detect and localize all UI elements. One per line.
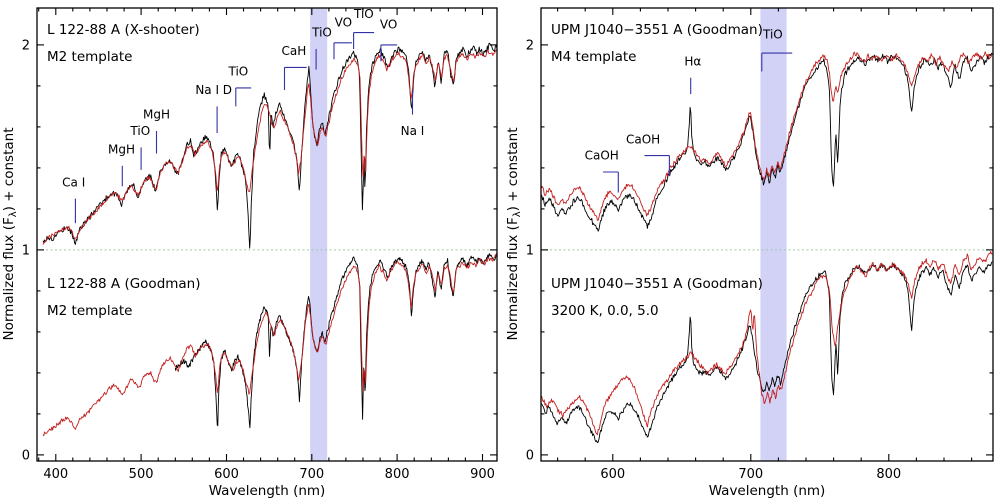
spectral-line-label: Na I [401, 124, 425, 138]
annotation-connector [235, 87, 252, 107]
left-lower-title: L 122-88 A (Goodman) [47, 276, 201, 292]
tio-band-highlight [310, 8, 328, 461]
left-upper-subtitle: M2 template [47, 49, 132, 65]
x-tick-label: 600 [600, 467, 625, 482]
annotation-connector [333, 42, 352, 60]
spectral-line-label: TiO [311, 26, 332, 40]
spectrum-BT-Settl-3200K [541, 251, 993, 436]
spectrum-UPM-J1040-top [541, 52, 993, 232]
x-tick-label: 400 [43, 467, 68, 482]
spectra-layer [541, 51, 993, 444]
panel-left: 400 500 600 700 800 900 0 1 2 Ca I MgH TiO MgH Na I D… [22, 7, 498, 482]
x-axis-label-right: Wavelength (nm) [709, 483, 826, 499]
y-tick-label: 2 [22, 38, 30, 53]
right-upper-title: UPM J1040−3551 A (Goodman) [551, 22, 763, 38]
annotation-connector [761, 52, 793, 72]
spectrum-L122-88A-Xshooter [42, 42, 497, 249]
spectral-line-label: MgH [143, 108, 170, 122]
spectral-line-label: VO [380, 18, 397, 32]
x-tick-label: 900 [470, 467, 495, 482]
spectral-line-label: CaOH [626, 132, 660, 146]
left-upper-title: L 122-88 A (X-shooter) [47, 22, 200, 38]
spectral-line-label: TiO [762, 28, 783, 42]
right-upper-subtitle: M4 template [551, 49, 636, 65]
annotation-connector [644, 155, 670, 177]
plot-frame [540, 7, 994, 462]
spectrum-M2-template-bottom [42, 251, 497, 437]
y-tick-label: 0 [22, 448, 30, 463]
spectrum-UPM-J1040-bottom [541, 261, 993, 444]
annotation-connector [283, 66, 307, 90]
y-axis-label-left: Normalized flux (Fλ) + constant [1, 127, 19, 340]
spectrum-M4-template [541, 51, 993, 221]
plot-frame [36, 7, 498, 462]
x-tick-label: 800 [385, 467, 410, 482]
spectrum-L122-88A-Goodman [174, 253, 497, 429]
x-tick-label: 700 [738, 467, 763, 482]
annotation-connector [353, 32, 375, 49]
y-tick-label: 1 [22, 243, 30, 258]
spectral-line-label: CaH [282, 44, 307, 58]
right-lower-subtitle: 3200 K, 0.0, 5.0 [551, 303, 659, 319]
x-tick-label: 600 [214, 467, 239, 482]
annotation-connector [603, 171, 619, 193]
right-lower-title: UPM J1040−3551 A (Goodman) [551, 276, 763, 292]
spectral-line-label: TiO [228, 65, 249, 79]
axis-ticks [37, 8, 497, 461]
y-tick-label: 1 [526, 243, 534, 258]
x-tick-label: 700 [299, 467, 324, 482]
spectral-line-label: Hα [684, 54, 701, 68]
spectral-line-label: Ca I [62, 175, 85, 189]
left-lower-subtitle: M2 template [47, 303, 132, 319]
spectral-line-label: TiO [353, 7, 374, 21]
spectral-line-label: CaOH [585, 149, 619, 163]
y-tick-label: 0 [526, 448, 534, 463]
spectra-layer [42, 42, 497, 437]
spectral-line-label: MgH [108, 143, 135, 157]
spectral-line-label: TiO [129, 124, 150, 138]
x-tick-label: 800 [876, 467, 901, 482]
spectrum-M2-template-top [42, 49, 497, 245]
panel-right: 600 700 800 0 1 2 CaOH CaOH Hα TiO [526, 7, 994, 482]
x-axis-label-left: Wavelength (nm) [209, 483, 326, 499]
spectral-line-label: Na I D [195, 83, 232, 97]
x-tick-label: 500 [129, 467, 154, 482]
spectral-line-label: VO [335, 15, 352, 29]
y-tick-label: 2 [526, 38, 534, 53]
annotation-connector [380, 44, 398, 62]
y-axis-label-right: Normalized flux (Fλ) + constant [505, 127, 523, 340]
